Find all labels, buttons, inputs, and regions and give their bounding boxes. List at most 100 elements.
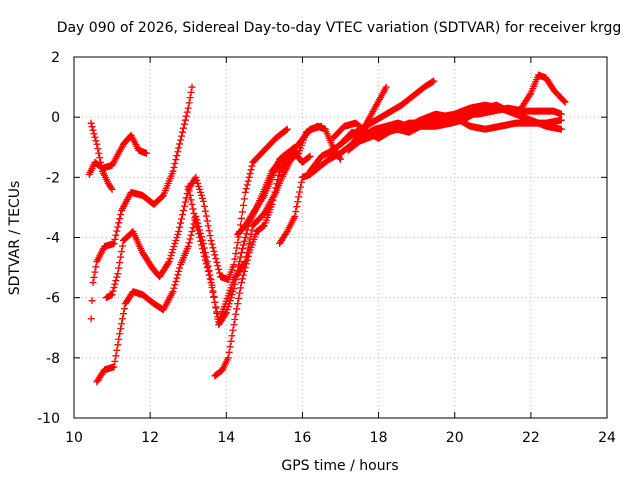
data-point bbox=[119, 315, 127, 323]
data-point bbox=[187, 231, 195, 239]
data-point bbox=[110, 363, 118, 371]
data-point bbox=[246, 235, 254, 243]
data-point bbox=[92, 137, 100, 145]
data-point bbox=[238, 214, 246, 222]
data-point bbox=[176, 223, 184, 231]
data-point bbox=[190, 209, 198, 217]
data-point bbox=[186, 191, 194, 199]
data-point bbox=[187, 88, 195, 96]
data-point bbox=[557, 125, 565, 133]
data-point bbox=[173, 152, 181, 160]
data-point bbox=[234, 239, 242, 247]
data-point bbox=[173, 274, 181, 282]
data-point bbox=[248, 226, 256, 234]
x-tick-label: 20 bbox=[446, 430, 464, 446]
data-point bbox=[239, 241, 247, 249]
data-point bbox=[231, 255, 239, 263]
data-point bbox=[557, 116, 565, 124]
data-point bbox=[216, 269, 224, 277]
data-point bbox=[297, 183, 305, 191]
data-point bbox=[244, 177, 252, 185]
data-point bbox=[241, 258, 249, 266]
data-point bbox=[560, 97, 568, 105]
data-point bbox=[198, 241, 206, 249]
data-point bbox=[196, 185, 204, 193]
data-point bbox=[239, 271, 247, 279]
data-point bbox=[242, 185, 250, 193]
data-point bbox=[167, 252, 175, 260]
x-tick-label: 18 bbox=[370, 430, 388, 446]
data-point bbox=[201, 256, 209, 264]
data-point bbox=[88, 123, 96, 131]
data-point bbox=[204, 222, 212, 230]
data-point bbox=[112, 352, 120, 360]
data-point bbox=[197, 237, 205, 245]
data-point bbox=[238, 208, 246, 216]
data-point bbox=[247, 230, 255, 238]
data-point bbox=[170, 163, 178, 171]
data-point bbox=[88, 297, 96, 305]
data-point bbox=[526, 91, 534, 99]
data-point bbox=[247, 166, 255, 174]
data-point bbox=[240, 237, 248, 245]
data-point bbox=[557, 110, 565, 118]
data-point bbox=[169, 167, 177, 175]
data-point bbox=[205, 271, 213, 279]
data-point bbox=[176, 264, 184, 272]
data-point bbox=[305, 153, 313, 161]
data-point bbox=[165, 258, 173, 266]
data-point bbox=[89, 279, 97, 287]
data-point bbox=[209, 288, 217, 296]
data-point bbox=[210, 247, 218, 255]
series-track-3 bbox=[87, 83, 196, 323]
data-point bbox=[87, 315, 95, 323]
data-point bbox=[297, 178, 305, 186]
data-point bbox=[115, 219, 123, 227]
data-point bbox=[244, 244, 252, 252]
data-point bbox=[90, 130, 98, 138]
data-point bbox=[179, 211, 187, 219]
data-point bbox=[193, 222, 201, 230]
data-point bbox=[142, 149, 150, 157]
data-point bbox=[111, 280, 119, 288]
x-tick-label: 10 bbox=[65, 430, 83, 446]
data-point bbox=[182, 112, 190, 120]
data-point bbox=[195, 182, 203, 190]
data-point bbox=[234, 300, 242, 308]
data-point bbox=[233, 305, 241, 313]
data-point bbox=[211, 298, 219, 306]
data-point bbox=[175, 227, 183, 235]
data-point bbox=[206, 232, 214, 240]
data-point bbox=[189, 224, 197, 232]
series-track-14 bbox=[375, 101, 565, 136]
x-tick-label: 16 bbox=[294, 430, 312, 446]
data-point bbox=[193, 176, 201, 184]
data-point bbox=[201, 207, 209, 215]
data-point bbox=[382, 83, 390, 91]
data-point bbox=[114, 341, 122, 349]
data-point bbox=[233, 244, 241, 252]
data-point bbox=[194, 179, 202, 187]
x-axis-label: GPS time / hours bbox=[281, 458, 398, 474]
y-axis-label: SDTVAR / TECUs bbox=[7, 181, 23, 296]
data-point bbox=[212, 303, 220, 311]
data-point bbox=[181, 116, 189, 124]
data-point bbox=[108, 185, 116, 193]
data-point bbox=[171, 240, 179, 248]
data-point bbox=[178, 132, 186, 140]
chart-title: Day 090 of 2026, Sidereal Day-to-day VTE… bbox=[57, 20, 622, 36]
y-tick-label: -4 bbox=[46, 231, 60, 247]
data-point bbox=[213, 258, 221, 266]
y-tick-labels: 2 0 -2 -4 -6 -8 -10 bbox=[37, 50, 60, 427]
x-tick-label: 24 bbox=[598, 430, 616, 446]
data-point bbox=[180, 120, 188, 128]
data-point bbox=[96, 154, 104, 162]
data-point bbox=[174, 230, 182, 238]
data-point bbox=[230, 261, 238, 269]
data-point bbox=[229, 326, 237, 334]
data-point bbox=[177, 136, 185, 144]
data-point bbox=[246, 170, 254, 178]
data-point bbox=[172, 237, 180, 245]
data-point bbox=[169, 288, 177, 296]
data-point bbox=[179, 128, 187, 136]
